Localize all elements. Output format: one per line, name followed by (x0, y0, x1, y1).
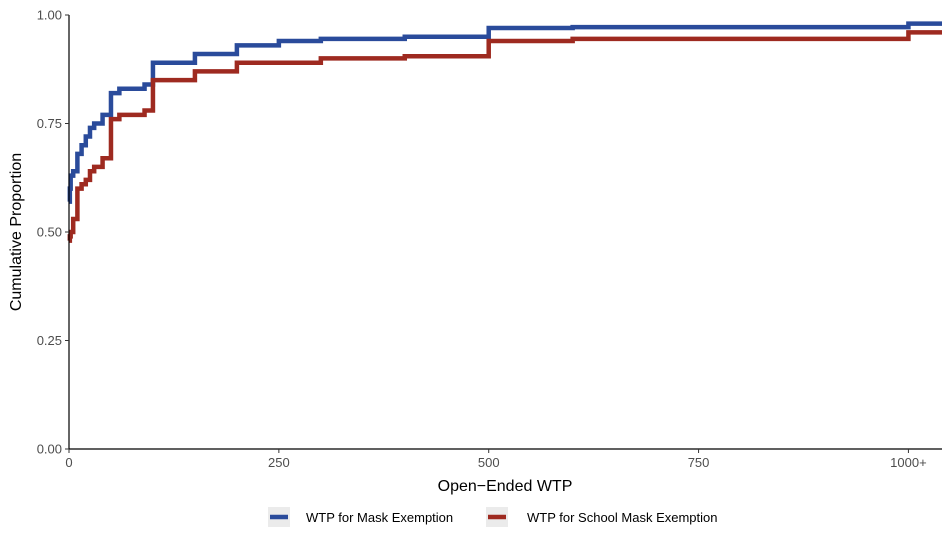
series-line-2 (67, 30, 942, 243)
legend-label: WTP for Mask Exemption (306, 510, 453, 525)
y-tick-label: 0.00 (37, 442, 62, 457)
y-tick-label: 0.50 (37, 225, 62, 240)
legend: WTP for Mask Exemption WTP for School Mas… (268, 507, 718, 527)
x-tick-label: 0 (65, 455, 72, 470)
series-line-1 (67, 21, 942, 204)
y-ticks: 0.00 0.25 0.50 0.75 1.00 (37, 8, 69, 457)
x-ticks: 0 250 500 750 1000+ (65, 449, 927, 470)
series-layer (67, 21, 942, 243)
y-axis-title: Cumulative Proportion (8, 153, 25, 311)
x-tick-label: 750 (688, 455, 710, 470)
x-tick-label: 500 (478, 455, 500, 470)
legend-label: WTP for School Mask Exemption (527, 510, 718, 525)
y-tick-label: 1.00 (37, 8, 62, 23)
x-tick-label: 250 (268, 455, 290, 470)
x-tick-label: 1000+ (890, 455, 927, 470)
y-tick-label: 0.75 (37, 116, 62, 131)
x-axis-title: Open−Ended WTP (438, 478, 573, 495)
y-tick-label: 0.25 (37, 333, 62, 348)
